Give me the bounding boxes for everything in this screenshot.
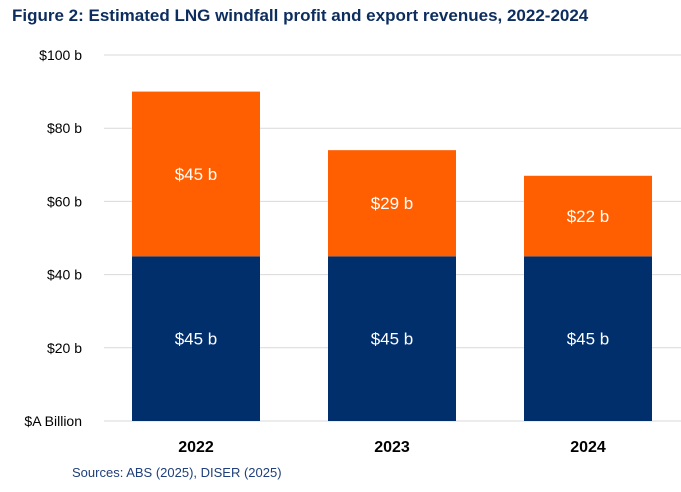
y-tick-label: $20 b xyxy=(47,340,82,356)
x-tick-label: 2022 xyxy=(178,439,214,456)
y-tick-label: $80 b xyxy=(47,120,82,136)
x-tick-label: 2024 xyxy=(570,439,606,456)
bar-segment xyxy=(328,150,456,257)
x-tick-label: 2023 xyxy=(374,439,410,456)
y-tick-label: $100 b xyxy=(39,47,82,63)
data-label: $45 b xyxy=(175,165,218,184)
y-tick-label: $A Billion xyxy=(24,413,82,429)
bar-segment xyxy=(524,256,652,421)
bar-segment xyxy=(132,91,260,257)
chart-title: Figure 2: Estimated LNG windfall profit … xyxy=(12,6,589,25)
data-label: $22 b xyxy=(567,207,610,226)
data-label: $45 b xyxy=(175,330,218,349)
y-tick-label: $60 b xyxy=(47,193,82,209)
chart-source: Sources: ABS (2025), DISER (2025) xyxy=(72,465,282,480)
y-tick-label: $40 b xyxy=(47,267,82,283)
bar-segment xyxy=(132,256,260,421)
data-label: $45 b xyxy=(371,330,414,349)
data-label: $45 b xyxy=(567,330,610,349)
bar-segment xyxy=(524,175,652,257)
data-label: $29 b xyxy=(371,194,414,213)
bar-segment xyxy=(328,256,456,421)
